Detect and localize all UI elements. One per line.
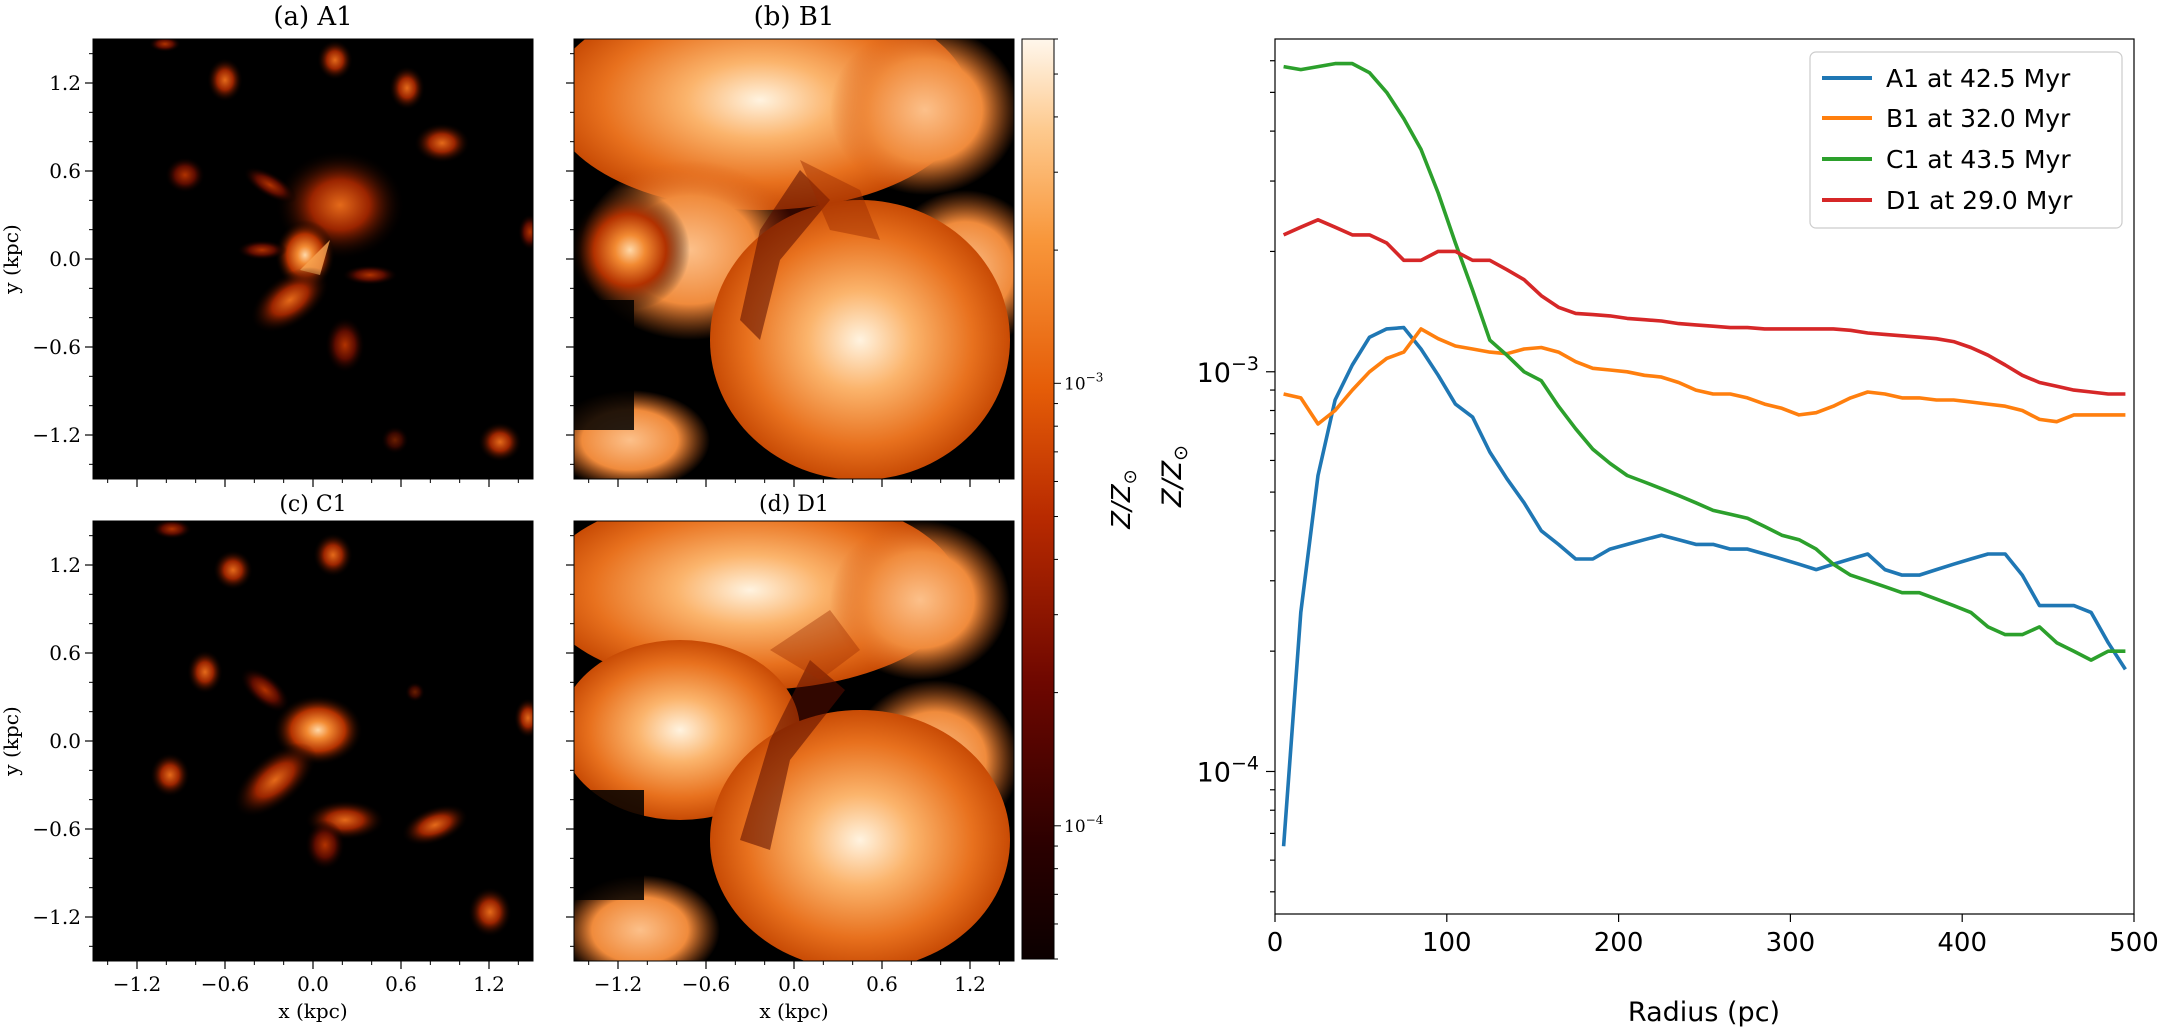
panel-xtick-label: −1.2	[113, 972, 162, 996]
panel-ytick-label: 0.6	[49, 159, 81, 183]
panel-ytick-label: 0.0	[49, 247, 81, 271]
panel-b1-title: (b) B1	[754, 2, 835, 32]
panel-xtick-label: −0.6	[682, 972, 731, 996]
panel-a1	[92, 38, 534, 480]
panel-d1-xlabel: x (kpc)	[759, 999, 828, 1023]
panel-ytick-label: 0.0	[49, 729, 81, 753]
profile-chart: 0 100 200 300 400 500 10−3 10−4 Radius (pc) Z/Z…	[1157, 38, 2159, 1027]
panel-xtick-label: 1.2	[954, 972, 986, 996]
colorbar: 10−3 10−4 Z/Z⊙	[1021, 38, 1141, 960]
panel-xtick-label: 0.6	[385, 972, 417, 996]
panel-b1	[573, 38, 1015, 480]
colorbar-tick-label: 10−3	[1064, 370, 1103, 394]
profile-xtick-label: 500	[2109, 928, 2159, 958]
panel-c1-xlabel: x (kpc)	[278, 999, 347, 1023]
profile-chart-xlabel: Radius (pc)	[1628, 997, 1780, 1027]
legend-item-d1: D1 at 29.0 Myr	[1822, 186, 2073, 215]
colorbar-ticks: 10−3 10−4	[1054, 38, 1104, 960]
panel-b1-image	[574, 39, 1014, 479]
panel-c1-ylabel: y (kpc)	[0, 706, 23, 776]
series-line-c1	[1283, 61, 2126, 662]
legend-item-c1: C1 at 43.5 Myr	[1822, 145, 2071, 174]
panel-d1-image	[574, 521, 1014, 961]
legend-item-a1: A1 at 42.5 Myr	[1822, 64, 2071, 93]
colorbar-label: Z/Z⊙	[1107, 469, 1141, 529]
legend-label-b1: B1 at 32.0 Myr	[1886, 104, 2071, 133]
series-line-a1	[1281, 325, 2127, 847]
profile-xtick-label: 400	[1937, 928, 1987, 958]
panel-ytick-label: −0.6	[32, 335, 81, 359]
panel-xtick-label: 0.0	[778, 972, 810, 996]
legend: A1 at 42.5 Myr B1 at 32.0 Myr C1 at 43.5…	[1809, 51, 2123, 229]
panel-d1-title: (d) D1	[759, 492, 829, 517]
panel-xtick-label: 0.6	[866, 972, 898, 996]
series-line-b1	[1283, 327, 2126, 426]
profile-chart-ylabel: Z/Z⊙	[1157, 445, 1192, 508]
profile-ytick-label: 10−3	[1197, 353, 1259, 389]
panel-xtick-label: 0.0	[297, 972, 329, 996]
profile-xtick-label: 100	[1422, 928, 1472, 958]
colorbar-tick-label: 10−4	[1064, 813, 1104, 837]
panel-c1-title: (c) C1	[279, 492, 346, 517]
legend-label-d1: D1 at 29.0 Myr	[1886, 186, 2073, 215]
profile-xtick-label: 0	[1267, 928, 1284, 958]
panel-xtick-label: 1.2	[473, 972, 505, 996]
panel-ytick-label: −1.2	[32, 905, 81, 929]
profile-ytick-label: 10−4	[1197, 752, 1259, 788]
profile-xtick-label: 200	[1594, 928, 1644, 958]
colorbar-gradient	[1021, 38, 1055, 960]
panel-c1	[92, 520, 534, 962]
panel-a1-ylabel: y (kpc)	[0, 224, 23, 294]
panel-a1-image	[149, 39, 533, 462]
profile-chart-ticks: 0 100 200 300 400 500 10−3 10−4	[1197, 60, 2159, 958]
panel-ytick-label: −1.2	[32, 423, 81, 447]
panel-xtick-label: −0.6	[201, 972, 250, 996]
legend-label-c1: C1 at 43.5 Myr	[1886, 145, 2071, 174]
legend-label-a1: A1 at 42.5 Myr	[1886, 64, 2071, 93]
legend-item-b1: B1 at 32.0 Myr	[1822, 104, 2071, 133]
panel-c1-image	[150, 521, 533, 937]
legend-box	[1809, 51, 2123, 229]
panel-a1-title: (a) A1	[273, 2, 352, 32]
panel-ytick-label: 1.2	[49, 553, 81, 577]
profile-chart-series	[1281, 61, 2127, 847]
panel-ytick-label: 0.6	[49, 641, 81, 665]
panel-ticks: −1.2 −0.6 0.0 0.6 1.2 −1.2 −0.6 0.0 0.6 1.2 −1.2 −0…	[32, 53, 1000, 996]
profile-xtick-label: 300	[1766, 928, 1816, 958]
panel-ytick-label: 1.2	[49, 71, 81, 95]
panel-xtick-label: −1.2	[594, 972, 643, 996]
panel-d1	[573, 520, 1015, 962]
panel-ytick-label: −0.6	[32, 817, 81, 841]
series-line-d1	[1282, 218, 2126, 396]
